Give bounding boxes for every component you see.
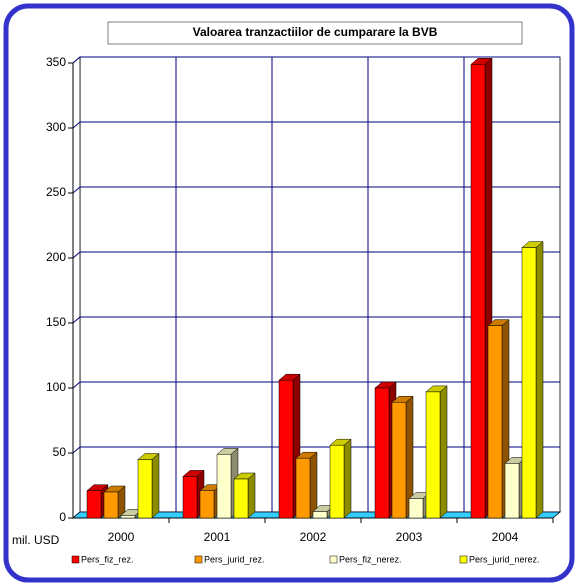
y-tick-label: 200 [46,250,66,264]
grid-line-side [72,446,81,454]
x-tick-label: 2002 [300,530,327,544]
bar-side [151,452,160,519]
legend-label: Pers_jurid_rez. [204,554,265,564]
grid-line-side [72,251,81,259]
x-tick-label: 2001 [204,530,231,544]
y-tick-label: 350 [46,55,66,69]
y-tick-label: 300 [46,120,66,134]
bar [521,247,537,519]
bar-side [439,385,448,519]
bar [120,515,136,519]
y-axis-label: mil. USD [12,533,60,547]
chart-title: Valoarea tranzactiilor de cumparare la B… [193,25,438,39]
x-tick-label: 2000 [108,530,135,544]
grid-line-side [72,121,81,129]
bar-side [343,438,352,519]
legend-label: Pers_fiz_nerez. [339,554,402,564]
legend-swatch [71,555,80,564]
side-wall [72,56,81,519]
bar [182,476,198,519]
legend-swatch [329,555,338,564]
grid-line-side [72,381,81,389]
bar [504,463,520,519]
bar [312,511,328,519]
legend-swatch [459,555,468,564]
bar [487,325,503,519]
bar [137,459,153,519]
bar [470,64,486,519]
bar [86,490,102,519]
legend-label: Pers_fiz_rez. [81,554,134,564]
y-tick-label: 50 [53,445,67,459]
title-box [107,21,523,45]
bar [233,478,249,519]
bar-side [309,451,318,519]
bar [374,387,390,519]
bar [278,379,294,519]
x-tick-label: 2004 [492,530,519,544]
bar [199,490,215,519]
grid-line-side [72,56,81,64]
bar [408,498,424,519]
y-tick-label: 250 [46,185,66,199]
bar [295,457,311,519]
y-tick-label: 0 [59,510,66,524]
y-tick-label: 100 [46,380,66,394]
grid-line-side [72,316,81,324]
bar [329,444,345,519]
bar [216,454,232,519]
bar [103,491,119,519]
bar [425,391,441,519]
grid-line-side [72,186,81,194]
y-tick-label: 150 [46,315,66,329]
legend-label: Pers_jurid_nerez. [469,554,540,564]
legend-swatch [194,555,203,564]
bar [391,402,407,519]
x-tick-label: 2003 [396,530,423,544]
bar-side [535,241,544,519]
bar-side [247,472,256,519]
